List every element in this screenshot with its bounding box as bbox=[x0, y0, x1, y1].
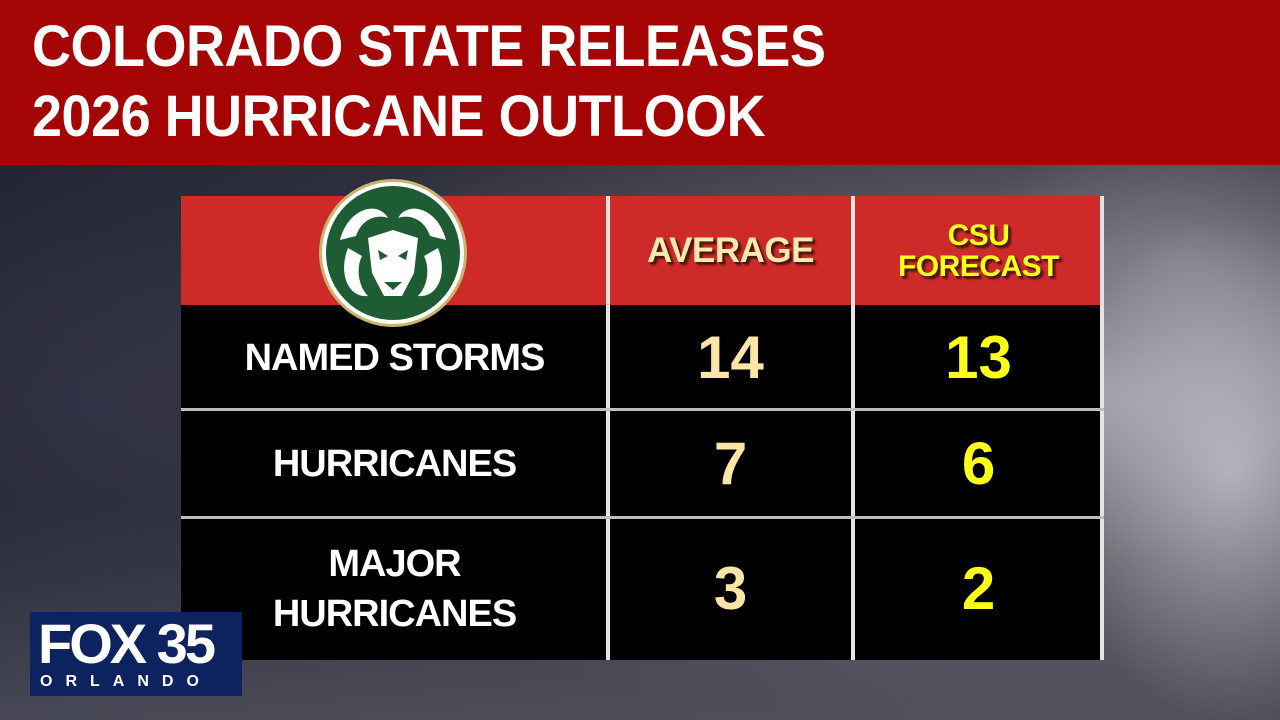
row-divider bbox=[181, 516, 1104, 519]
csu-column-header-line2: FORECAST bbox=[898, 249, 1060, 283]
average-column-header: AVERAGE bbox=[647, 231, 815, 270]
table-right-border bbox=[1100, 196, 1104, 660]
table-row-label: MAJOR HURRICANES bbox=[181, 517, 608, 660]
csu-column-header-line1: CSU bbox=[947, 218, 1010, 252]
table-row-label: NAMED STORMS bbox=[181, 305, 608, 410]
table-cell-average: 3 bbox=[608, 517, 853, 660]
table-cell-average: 14 bbox=[608, 305, 853, 410]
column-divider bbox=[851, 196, 855, 660]
station-name: FOX 35 bbox=[38, 612, 216, 675]
header-average: AVERAGE bbox=[608, 196, 853, 305]
row-divider bbox=[181, 408, 1104, 411]
table-cell-csu: 13 bbox=[853, 305, 1104, 410]
table-cell-csu: 6 bbox=[853, 410, 1104, 517]
headline-banner: COLORADO STATE RELEASES 2026 HURRICANE O… bbox=[0, 0, 1280, 165]
column-divider bbox=[606, 196, 610, 660]
header-csu-forecast: CSU FORECAST bbox=[853, 196, 1104, 305]
table-cell-csu: 2 bbox=[853, 517, 1104, 660]
csu-ram-logo-icon bbox=[319, 179, 467, 327]
headline-line-1: COLORADO STATE RELEASES bbox=[32, 14, 826, 79]
hurricane-outlook-table: AVERAGE CSU FORECAST NAMED STORMS 14 13 … bbox=[181, 179, 1104, 660]
table-row-label: HURRICANES bbox=[181, 410, 608, 517]
table-cell-average: 7 bbox=[608, 410, 853, 517]
station-city: ORLANDO bbox=[40, 673, 212, 690]
headline-line-2: 2026 HURRICANE OUTLOOK bbox=[32, 84, 766, 149]
fox35-orlando-logo: FOX 35 ORLANDO bbox=[30, 612, 242, 696]
